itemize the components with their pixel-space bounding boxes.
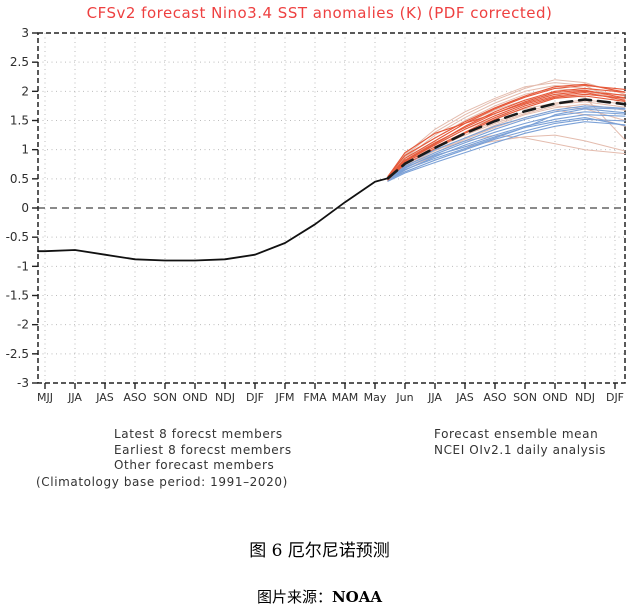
- forecast-member-line: [387, 91, 626, 180]
- x-tick-label: SON: [513, 391, 537, 404]
- x-tick-label: JFM: [274, 391, 294, 404]
- x-tick-label: OND: [542, 391, 567, 404]
- x-tick-label: DJF: [246, 391, 264, 404]
- climatology-note: (Climatology base period: 1991–2020): [36, 475, 288, 489]
- x-tick-label: NDJ: [215, 391, 235, 404]
- forecast-member-line: [387, 118, 626, 181]
- legend-label-analysis: NCEI OIv2.1 daily analysis: [434, 443, 607, 457]
- x-tick-label: MAM: [332, 391, 359, 404]
- forecast-member-line: [387, 107, 626, 179]
- y-tick-label: -2: [17, 318, 29, 332]
- x-tick-label: DJF: [606, 391, 624, 404]
- legend-label-latest: Latest 8 forecst members: [114, 427, 283, 441]
- ensemble-mean-line: [386, 98, 627, 180]
- source-caption-prefix: 图片来源：: [256, 588, 332, 606]
- analysis-line: [37, 177, 389, 262]
- forecast-member-line: [387, 108, 626, 180]
- forecast-member-line: [387, 83, 626, 178]
- y-tick-label: 0: [21, 201, 29, 215]
- x-tick-label: ASO: [483, 391, 507, 404]
- y-tick-label: -3: [17, 376, 29, 390]
- x-tick-label: JAS: [95, 391, 114, 404]
- source-caption-value: NOAA: [331, 588, 383, 606]
- y-tick-label: -1: [17, 259, 29, 273]
- y-tick-label: 0.5: [10, 172, 29, 186]
- y-tick-label: -1.5: [6, 289, 29, 303]
- x-tick-label: JJA: [67, 391, 82, 404]
- x-tick-label: SON: [153, 391, 177, 404]
- source-caption: 图片来源：NOAA: [0, 586, 639, 607]
- x-tick-label: JJA: [427, 391, 442, 404]
- x-tick-label: May: [364, 391, 387, 404]
- x-tick-label: JAS: [455, 391, 474, 404]
- x-tick-label: OND: [182, 391, 207, 404]
- y-tick-label: -2.5: [6, 347, 29, 361]
- legend-label-other: Other forecast members: [114, 458, 275, 472]
- x-tick-label: Jun: [395, 391, 413, 404]
- forecast-member-line: [387, 89, 626, 179]
- legend-label-ensemble-mean: Forecast ensemble mean: [434, 427, 599, 441]
- y-tick-label: 2.5: [10, 55, 29, 69]
- x-tick-label: ASO: [123, 391, 147, 404]
- forecast-member-line: [387, 121, 626, 182]
- x-tick-label: FMA: [303, 391, 327, 404]
- nino34-forecast-plot: 3 2.5 2 1.5 1 0.5 0 -0.5 -1 -1.5 -2 -2.5 -3 MJJ JJA JAS…: [6, 26, 627, 404]
- chart-title: CFSv2 forecast Nino3.4 SST anomalies (K)…: [86, 4, 553, 22]
- y-tick-label: 2: [21, 84, 29, 98]
- y-tick-label: -0.5: [6, 230, 29, 244]
- x-tick-label: NDJ: [575, 391, 595, 404]
- x-tick-label: MJJ: [37, 391, 53, 404]
- y-tick-label: 1: [21, 143, 29, 157]
- forecast-member-line: [387, 109, 626, 182]
- forecast-member-line: [387, 117, 626, 180]
- figure-caption: 图 6 厄尔尼诺预测: [249, 541, 390, 561]
- y-tick-label: 3: [21, 26, 29, 40]
- y-tick-label: 1.5: [10, 114, 29, 128]
- legend-label-earliest: Earliest 8 forecst members: [114, 443, 292, 457]
